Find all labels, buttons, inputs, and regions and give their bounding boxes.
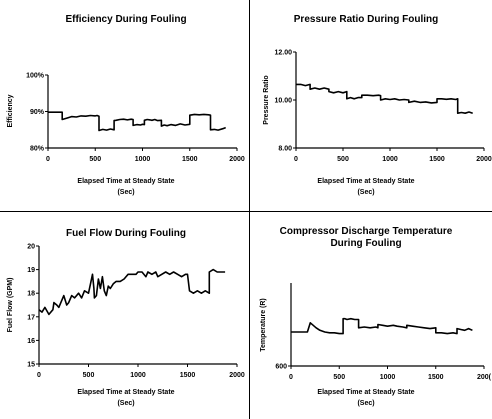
x-axis-label: (Sec) xyxy=(357,400,374,407)
x-tick-label: 1000 xyxy=(135,156,151,163)
x-tick-label: 0 xyxy=(46,156,50,163)
x-tick-label: 1500 xyxy=(180,372,196,379)
y-tick-label: 90% xyxy=(30,109,45,116)
y-tick-label: 100% xyxy=(26,73,45,80)
x-tick-label: 2000 xyxy=(229,156,245,163)
x-axis-label: Elapsed Time at Steady State xyxy=(77,389,174,396)
vertical-divider xyxy=(249,0,250,419)
x-tick-label: 2000 xyxy=(229,372,245,379)
series-line-1 xyxy=(291,317,473,335)
x-tick-label: 500 xyxy=(83,372,95,379)
y-axis-label: Temperature (R) xyxy=(260,298,267,352)
x-axis-label: (Sec) xyxy=(117,400,134,407)
x-axis-label: Elapsed Time at Steady State xyxy=(317,389,414,396)
x-tick-label: 500 xyxy=(89,156,101,163)
y-tick-label: 18 xyxy=(27,291,35,298)
y-axis-label: Pressure Ratio xyxy=(263,75,270,124)
x-tick-label: 1000 xyxy=(380,374,396,381)
x-tick-label: 500 xyxy=(333,374,345,381)
x-tick-label: 1500 xyxy=(182,156,198,163)
x-tick-label: 500 xyxy=(337,156,349,163)
y-tick-label: 10.00 xyxy=(274,98,292,105)
chart-title: Compressor Discharge Temperature xyxy=(280,226,453,237)
x-axis-label: Elapsed Time at Steady State xyxy=(77,178,174,185)
chart-panel-1: Efficiency During Fouling 80% 90% 100% 0 500 1… xyxy=(7,14,245,196)
y-tick-label: 16 xyxy=(27,338,35,345)
x-tick-label: 1000 xyxy=(130,372,146,379)
y-tick-label: 20 xyxy=(27,244,35,251)
y-tick-label: 600 xyxy=(275,364,287,371)
x-axis-label: (Sec) xyxy=(357,189,374,196)
series-line-1 xyxy=(48,111,226,132)
series-line-1 xyxy=(296,83,473,114)
chart-panel-3: Fuel Flow During Fouling 15 16 17 18 19 20 0 500… xyxy=(7,228,245,407)
x-tick-label: 0 xyxy=(289,374,293,381)
y-tick-label: 80% xyxy=(30,146,45,153)
y-tick-label: 15 xyxy=(27,362,35,369)
x-axis-label: Elapsed Time at Steady State xyxy=(317,178,414,185)
y-tick-label: 19 xyxy=(27,267,35,274)
x-axis-label: (Sec) xyxy=(117,189,134,196)
y-tick-label: 12.00 xyxy=(274,50,292,57)
y-axis-label: Fuel Flow (GPM) xyxy=(7,278,14,333)
y-tick-label: 17 xyxy=(27,314,35,321)
x-tick-label: 2000 xyxy=(476,156,492,163)
x-tick-label: 1000 xyxy=(382,156,398,163)
y-tick-label: 8.00 xyxy=(278,146,292,153)
chart-title: Efficiency During Fouling xyxy=(65,14,186,25)
chart-title: Fuel Flow During Fouling xyxy=(66,228,186,239)
horizontal-divider xyxy=(0,211,492,212)
x-tick-label: 0 xyxy=(294,156,298,163)
chart-title: Pressure Ratio During Fouling xyxy=(294,14,438,25)
y-axis-label: Efficiency xyxy=(7,94,14,127)
x-tick-label: 200( xyxy=(477,374,492,381)
series-line-1 xyxy=(38,268,226,316)
x-tick-label: 0 xyxy=(37,372,41,379)
x-tick-label: 1500 xyxy=(429,156,445,163)
chart-panel-2: Pressure Ratio During Fouling 8.00 10.00 12… xyxy=(263,14,492,196)
x-tick-label: 1500 xyxy=(428,374,444,381)
chart-title: During Fouling xyxy=(330,238,401,249)
